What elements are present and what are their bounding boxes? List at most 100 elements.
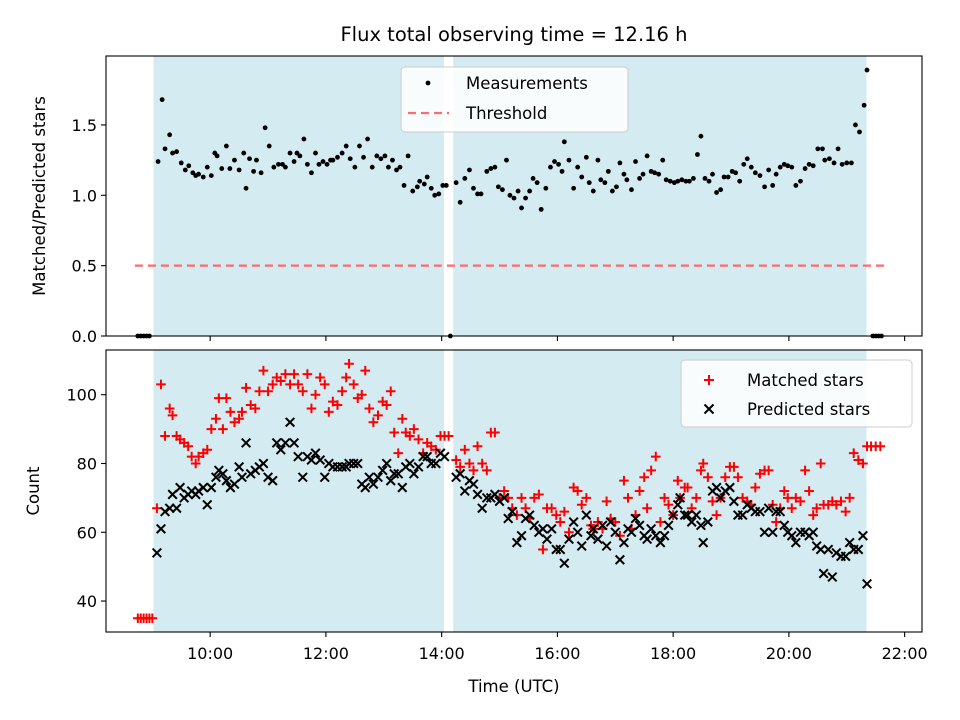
measurement-point xyxy=(519,205,524,211)
matched-point xyxy=(836,496,846,507)
matched-point xyxy=(750,482,761,493)
measurement-point xyxy=(773,171,779,177)
measurement-point xyxy=(287,150,293,156)
shaded-interval-0 xyxy=(153,350,444,632)
measurement-point xyxy=(617,160,623,166)
predicted-point xyxy=(597,520,608,531)
legend-predicted-label: Predicted stars xyxy=(747,400,870,419)
y-tick-label: 1.5 xyxy=(72,116,97,135)
predicted-point xyxy=(853,544,864,555)
predicted-point xyxy=(551,544,562,555)
measurement-point xyxy=(698,133,704,139)
matched-point xyxy=(811,503,822,513)
count-panel: 40 60 80 100 10:00 12:00 14:00 16:00 18:00 20:00 2… xyxy=(24,349,928,696)
predicted-point xyxy=(771,506,782,517)
predicted-point xyxy=(790,537,801,548)
measurement-point xyxy=(721,174,727,180)
axes-frame xyxy=(105,55,923,337)
measurement-point xyxy=(556,161,561,167)
matched-point xyxy=(393,448,404,458)
predicted-point xyxy=(267,475,278,486)
matched-point xyxy=(337,386,347,397)
predicted-point xyxy=(221,475,232,486)
predicted-point xyxy=(430,458,441,469)
matched-point xyxy=(696,465,706,476)
matched-point xyxy=(601,496,612,507)
measurement-point xyxy=(637,176,642,181)
ratio-panel: 0.0 0.5 1.0 1.5 Matched/Predicted stars Measu… xyxy=(30,55,923,346)
measurement-point xyxy=(757,173,763,178)
x-tick-label: 18:00 xyxy=(650,644,696,663)
matched-point xyxy=(875,441,886,452)
measurement-point xyxy=(170,150,175,156)
matched-point xyxy=(559,506,570,517)
measurement-point xyxy=(382,153,388,159)
predicted-point xyxy=(217,468,228,479)
predicted-point xyxy=(293,451,304,462)
measurement-point xyxy=(762,184,767,190)
predicted-point xyxy=(646,523,657,534)
predicted-point xyxy=(823,544,834,555)
measurement-point xyxy=(266,143,272,149)
predicted-point xyxy=(459,485,470,497)
measurement-point xyxy=(241,150,247,156)
measurement-point xyxy=(538,206,544,212)
measurement-point xyxy=(186,163,192,169)
measurement-point xyxy=(660,157,666,163)
measurement-point xyxy=(262,125,268,131)
predicted-point xyxy=(702,516,713,527)
measurement-point xyxy=(770,183,776,188)
measurement-point xyxy=(609,188,615,194)
matched-point xyxy=(289,369,299,379)
matched-point xyxy=(464,458,475,469)
matched-point xyxy=(364,403,375,414)
measurement-point xyxy=(443,183,449,188)
predicted-point xyxy=(614,554,625,565)
predicted-point xyxy=(289,437,300,448)
measurement-point xyxy=(598,177,604,183)
predicted-point xyxy=(236,472,248,483)
measurement-point xyxy=(605,168,611,174)
measurement-point xyxy=(710,171,715,177)
matched-point xyxy=(234,413,244,424)
matched-point xyxy=(551,510,562,520)
measurement-point xyxy=(361,154,366,160)
predicted-point xyxy=(206,482,217,493)
measurement-point xyxy=(523,195,528,201)
matched-point xyxy=(405,431,415,441)
measurement-point xyxy=(718,187,724,193)
matched-point xyxy=(576,499,587,510)
measurement-point xyxy=(827,156,832,162)
measurement-point xyxy=(467,167,472,173)
measurement-point xyxy=(414,184,420,190)
predicted-point xyxy=(489,489,500,500)
measurement-point xyxy=(223,143,229,149)
measurement-point xyxy=(394,167,399,173)
measurement-point xyxy=(714,190,719,195)
matched-point xyxy=(297,386,308,397)
measurement-point xyxy=(301,136,307,142)
measurement-point xyxy=(432,192,438,198)
predicted-point xyxy=(655,537,666,548)
predicted-point xyxy=(511,537,522,548)
predicted-point xyxy=(167,489,178,500)
predicted-point xyxy=(555,544,566,555)
measurement-point xyxy=(507,192,513,198)
matched-point xyxy=(482,465,492,476)
measurement-point xyxy=(614,184,619,190)
matched-point xyxy=(310,389,321,400)
predicted-point xyxy=(360,482,371,493)
measurement-point xyxy=(457,199,463,205)
matched-point xyxy=(499,486,509,496)
matched-point xyxy=(156,379,166,390)
matched-point xyxy=(190,458,201,469)
predicted-point xyxy=(310,448,321,459)
measurement-point xyxy=(390,157,395,163)
matched-point xyxy=(451,455,461,465)
figure-title: Flux total observing time = 12.16 h xyxy=(340,23,687,46)
matched-point xyxy=(409,424,419,434)
predicted-point xyxy=(563,534,574,545)
measurement-point xyxy=(789,164,795,170)
predicted-point xyxy=(663,520,674,531)
predicted-point xyxy=(397,482,408,493)
